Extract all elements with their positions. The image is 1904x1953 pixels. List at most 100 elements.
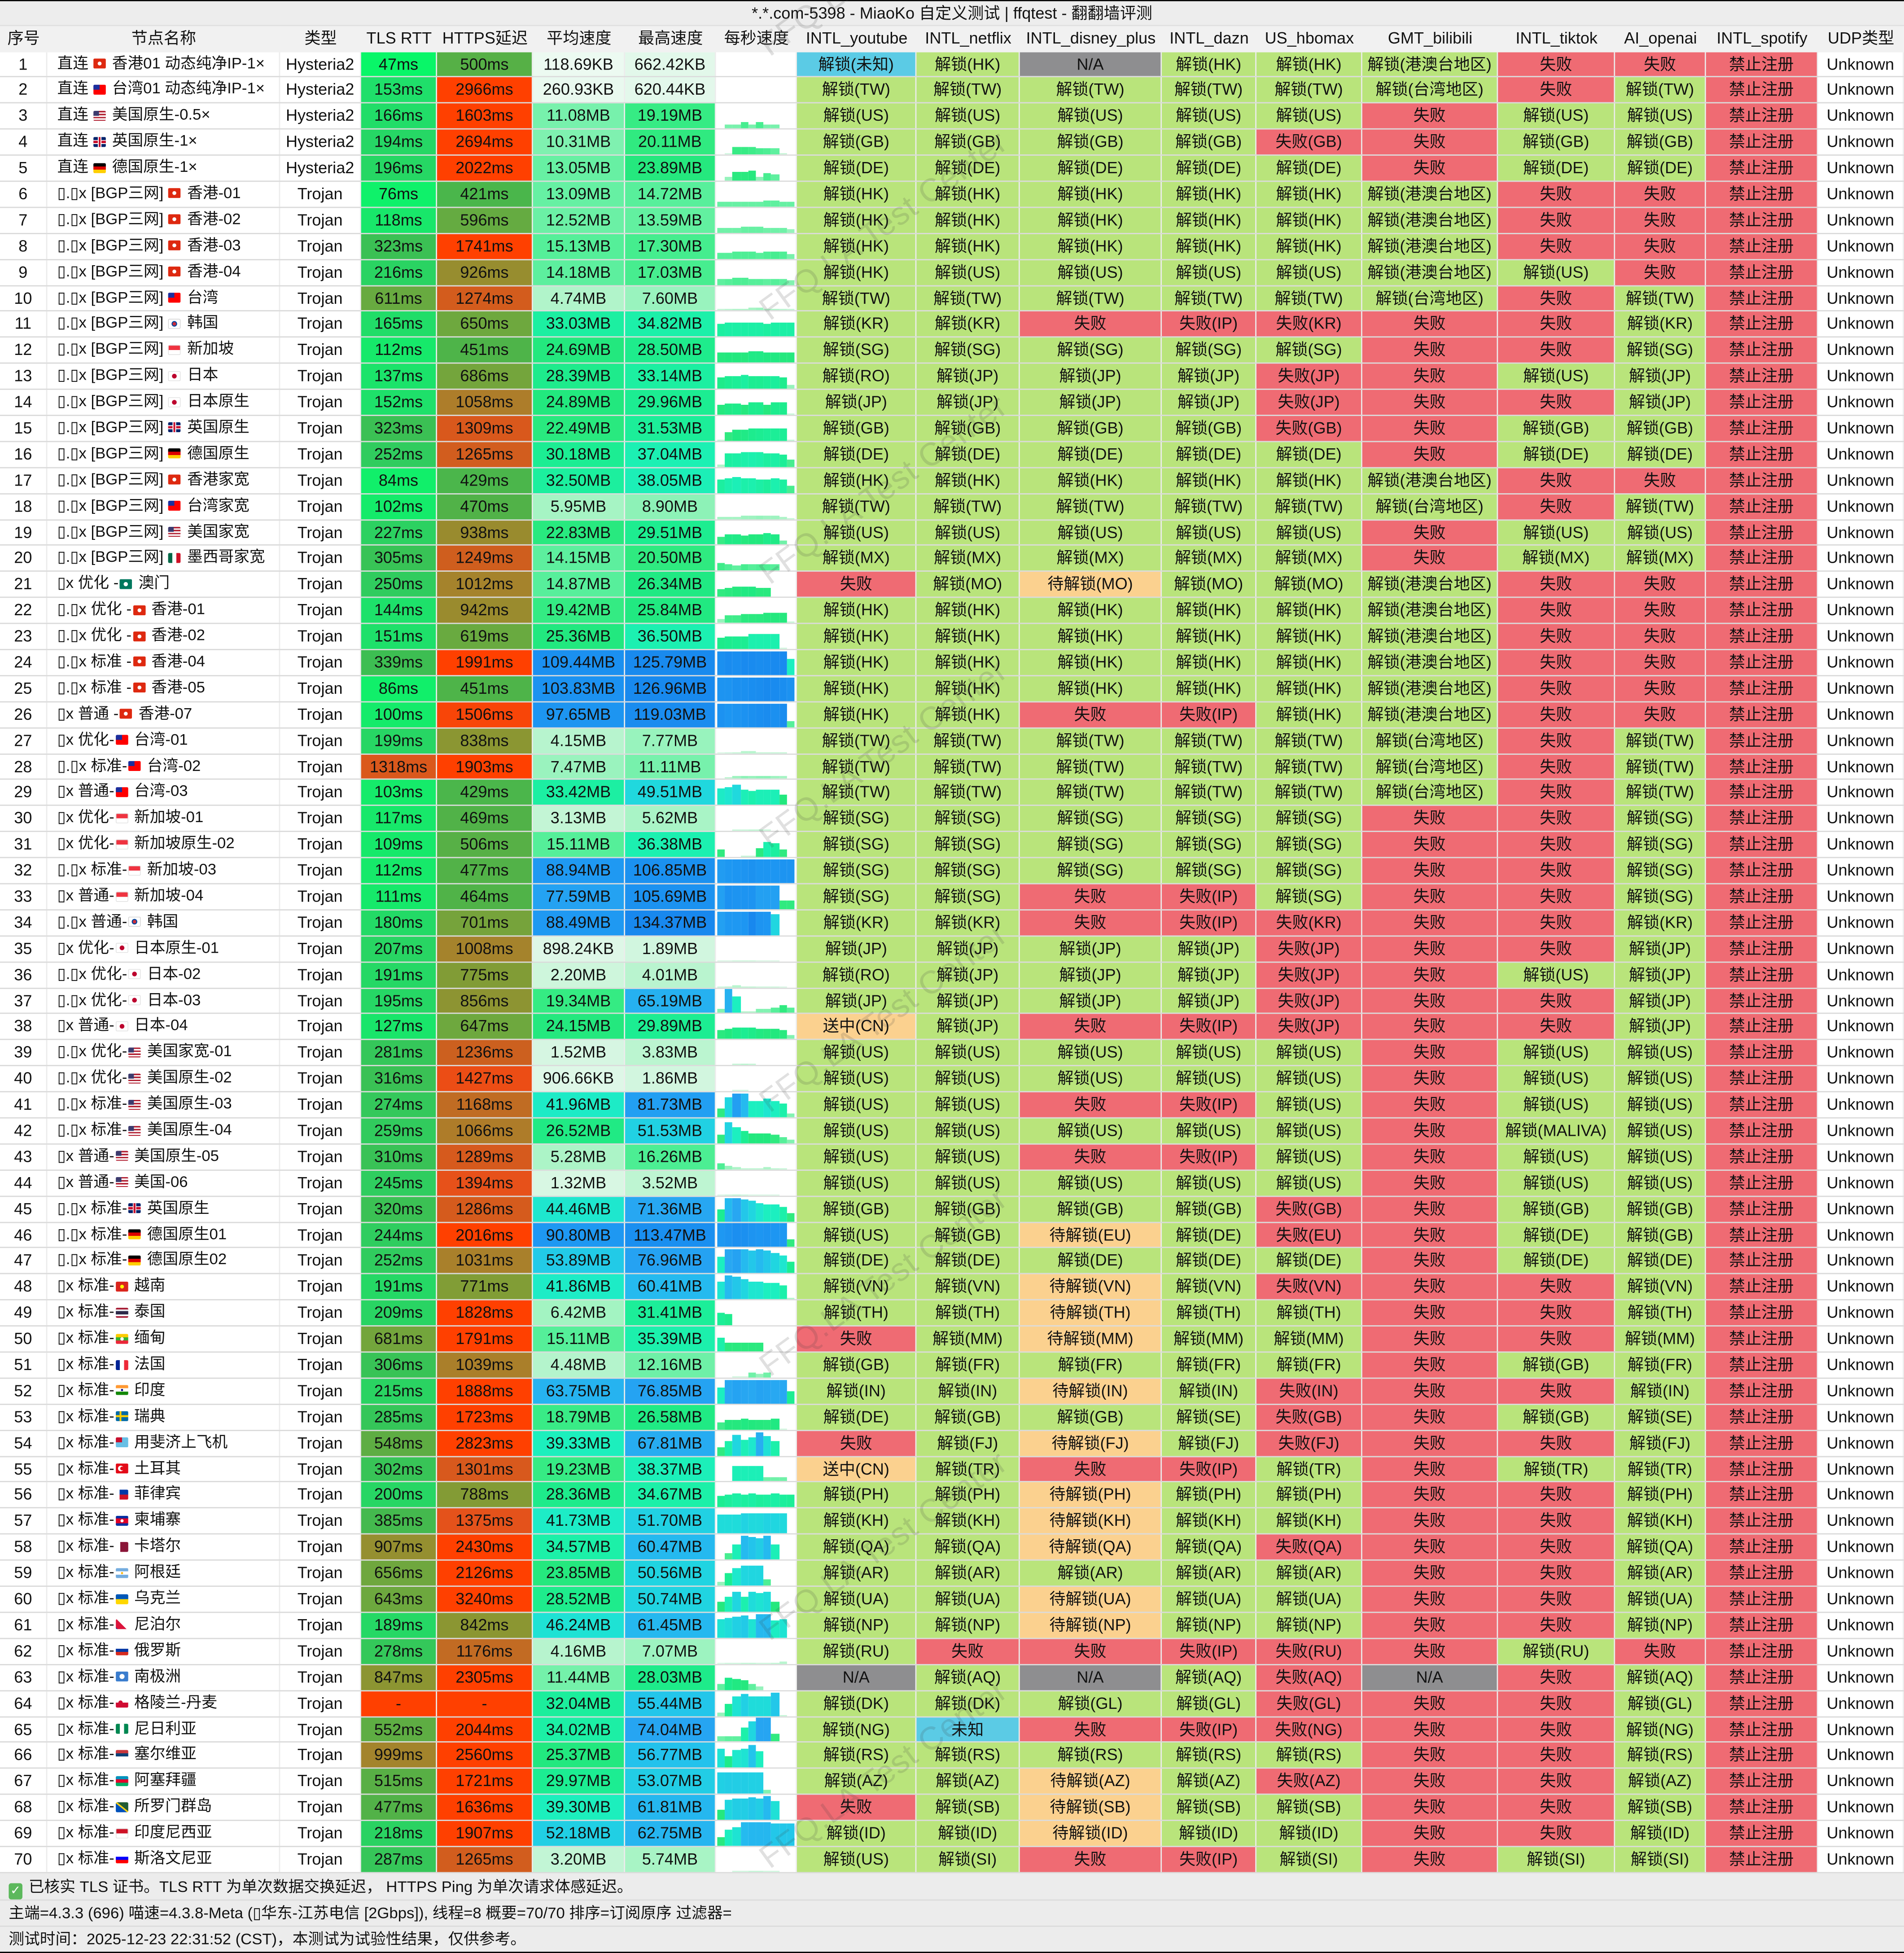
cell-us-hbomax: 解锁(TR)	[1256, 1457, 1362, 1482]
cell-intl-dazn: 解锁(MO)	[1162, 572, 1256, 597]
cell-intl-spotify: 禁止注册	[1706, 1821, 1818, 1846]
cell-gmt-bilibili: 解锁(港澳台地区)	[1362, 650, 1498, 675]
cell-https-latency: 942ms	[437, 598, 533, 623]
cell-intl-dazn: 失败(IP)	[1162, 1457, 1256, 1482]
cell-intl-disney-plus: 失败	[1020, 1014, 1162, 1039]
sparkline-chart	[717, 209, 795, 233]
sparkline-bar	[763, 1494, 771, 1508]
cell-us-hbomax: 解锁(US)	[1256, 1092, 1362, 1117]
cell-https-latency: 1289ms	[437, 1144, 533, 1169]
cell-intl-dazn: 解锁(TW)	[1162, 494, 1256, 519]
cell-udp-type: Unknown	[1818, 260, 1904, 285]
cell-ai-openai: 失败	[1615, 1639, 1706, 1664]
cell-gmt-bilibili: 失败	[1362, 988, 1498, 1013]
cell-intl-spotify: 禁止注册	[1706, 702, 1818, 727]
flag-us-icon	[93, 110, 106, 121]
cell-intl-tiktok: 失败	[1498, 494, 1615, 519]
cell-udp-type: Unknown	[1818, 702, 1904, 727]
cell-intl-disney-plus: 解锁(GB)	[1020, 1405, 1162, 1430]
cell-intl-disney-plus: 解锁(HK)	[1020, 182, 1162, 207]
cell-intl-disney-plus: N/A	[1020, 52, 1162, 77]
cell-udp-type: Unknown	[1818, 363, 1904, 389]
cell-node-name: ▯x 普通- 新加坡-04	[47, 884, 280, 909]
cell-intl-netflix: 解锁(TW)	[916, 728, 1020, 753]
cell-gmt-bilibili: 解锁(台湾地区)	[1362, 494, 1498, 519]
sparkline-bar	[717, 588, 725, 597]
cell-avg-speed: 14.15MB	[533, 546, 626, 571]
cell-intl-tiktok: 解锁(US)	[1498, 363, 1615, 389]
sparkline-chart	[717, 729, 794, 753]
sparkline-bar	[756, 1029, 764, 1039]
cell-intl-tiktok: 解锁(US)	[1498, 260, 1615, 285]
cell-avg-speed: 103.83MB	[533, 676, 626, 701]
sparkline-bar	[787, 1035, 795, 1039]
cell-node-name: ▯x 优化- 新加坡-01	[47, 806, 280, 831]
node-prefix: ▯x 标准-	[57, 1667, 114, 1685]
cell-max-speed: 126.96MB	[625, 676, 716, 701]
cell-gmt-bilibili: 失败	[1362, 1170, 1498, 1195]
cell-us-hbomax: 解锁(TH)	[1256, 1301, 1362, 1326]
cell-type: Trojan	[280, 1379, 361, 1404]
cell-https-latency: 1506ms	[437, 702, 533, 727]
cell-intl-youtube: 解锁(GB)	[797, 1196, 917, 1222]
sparkline-bar	[732, 985, 741, 987]
sparkline-bar	[717, 1514, 725, 1534]
cell-udp-type: Unknown	[1818, 650, 1904, 675]
cell-intl-spotify: 禁止注册	[1706, 156, 1818, 181]
cell-intl-disney-plus: 待解锁(FJ)	[1020, 1431, 1162, 1456]
node-prefix: ▯.▯x 优化 -	[57, 626, 132, 644]
cell-speed-sparkline	[716, 1613, 797, 1638]
cell-udp-type: Unknown	[1818, 754, 1904, 779]
sparkline-bar	[732, 615, 741, 623]
cell-max-speed: 31.41MB	[625, 1301, 716, 1326]
cell-type: Trojan	[280, 702, 361, 727]
cell-avg-speed: 77.59MB	[533, 884, 626, 909]
cell-index: 63	[0, 1665, 48, 1690]
cell-type: Trojan	[280, 312, 361, 337]
node-label: 香港-01	[151, 600, 205, 618]
cell-us-hbomax: 失败(JP)	[1256, 988, 1362, 1013]
sparkline-bar	[771, 1205, 779, 1222]
sparkline-bar	[771, 1476, 779, 1482]
cell-ai-openai: 解锁(MM)	[1615, 1327, 1706, 1352]
table-row: 21 ▯x 优化 - 澳门 Trojan 250ms 1012ms 14.87MB…	[0, 572, 1904, 598]
cell-https-latency: 1394ms	[437, 1170, 533, 1195]
cell-node-name: ▯.▯x 优化- 美国家宽-01	[47, 1040, 280, 1065]
sparkline-bar	[732, 430, 741, 441]
node-prefix: ▯x 普通-	[57, 783, 114, 801]
cell-speed-sparkline	[716, 858, 797, 883]
cell-intl-disney-plus: 解锁(FR)	[1020, 1353, 1162, 1378]
cell-speed-sparkline	[716, 988, 797, 1013]
sparkline-bar	[740, 405, 748, 415]
cell-node-name: ▯x 标准- 卡塔尔	[47, 1535, 280, 1560]
cell-intl-youtube: 解锁(GB)	[797, 130, 917, 155]
table-row: 32 ▯.▯x 标准- 新加坡-03 Trojan 112ms 477ms 88.…	[0, 858, 1904, 885]
cell-index: 6	[0, 182, 48, 207]
cell-intl-youtube: 解锁(SG)	[797, 806, 917, 831]
sparkline-bar	[779, 795, 787, 805]
cell-tls-rtt: 47ms	[361, 52, 438, 77]
cell-gmt-bilibili: 失败	[1362, 442, 1498, 467]
sparkline-bar	[717, 228, 725, 233]
cell-max-speed: 20.50MB	[625, 546, 716, 571]
cell-index: 4	[0, 130, 48, 155]
cell-https-latency: 2044ms	[437, 1717, 533, 1742]
cell-https-latency: 477ms	[437, 858, 533, 883]
node-label: 英国原生	[187, 418, 249, 436]
sparkline-chart	[717, 1275, 795, 1300]
cell-intl-youtube: 解锁(DE)	[797, 1405, 917, 1430]
cell-intl-dazn: 解锁(MX)	[1162, 546, 1256, 571]
sparkline-bar	[787, 859, 795, 883]
cell-intl-disney-plus: 解锁(HK)	[1020, 650, 1162, 675]
cell-index: 25	[0, 676, 48, 701]
cell-intl-netflix: 解锁(US)	[916, 520, 1020, 545]
cell-intl-dazn: 解锁(DE)	[1162, 1222, 1256, 1248]
sparkline-chart	[717, 1146, 794, 1169]
cell-intl-spotify: 禁止注册	[1706, 78, 1818, 103]
sparkline-bar	[717, 537, 725, 545]
table-row: 7 ▯.▯x [BGP三网] 香港-02 Trojan 118ms 596ms 1…	[0, 208, 1904, 234]
sparkline-bar	[732, 1514, 741, 1534]
sparkline-bar	[717, 651, 725, 675]
cell-avg-speed: 26.52MB	[533, 1118, 626, 1143]
table-row: 16 ▯.▯x [BGP三网] 德国原生 Trojan 252ms 1265ms …	[0, 442, 1904, 468]
